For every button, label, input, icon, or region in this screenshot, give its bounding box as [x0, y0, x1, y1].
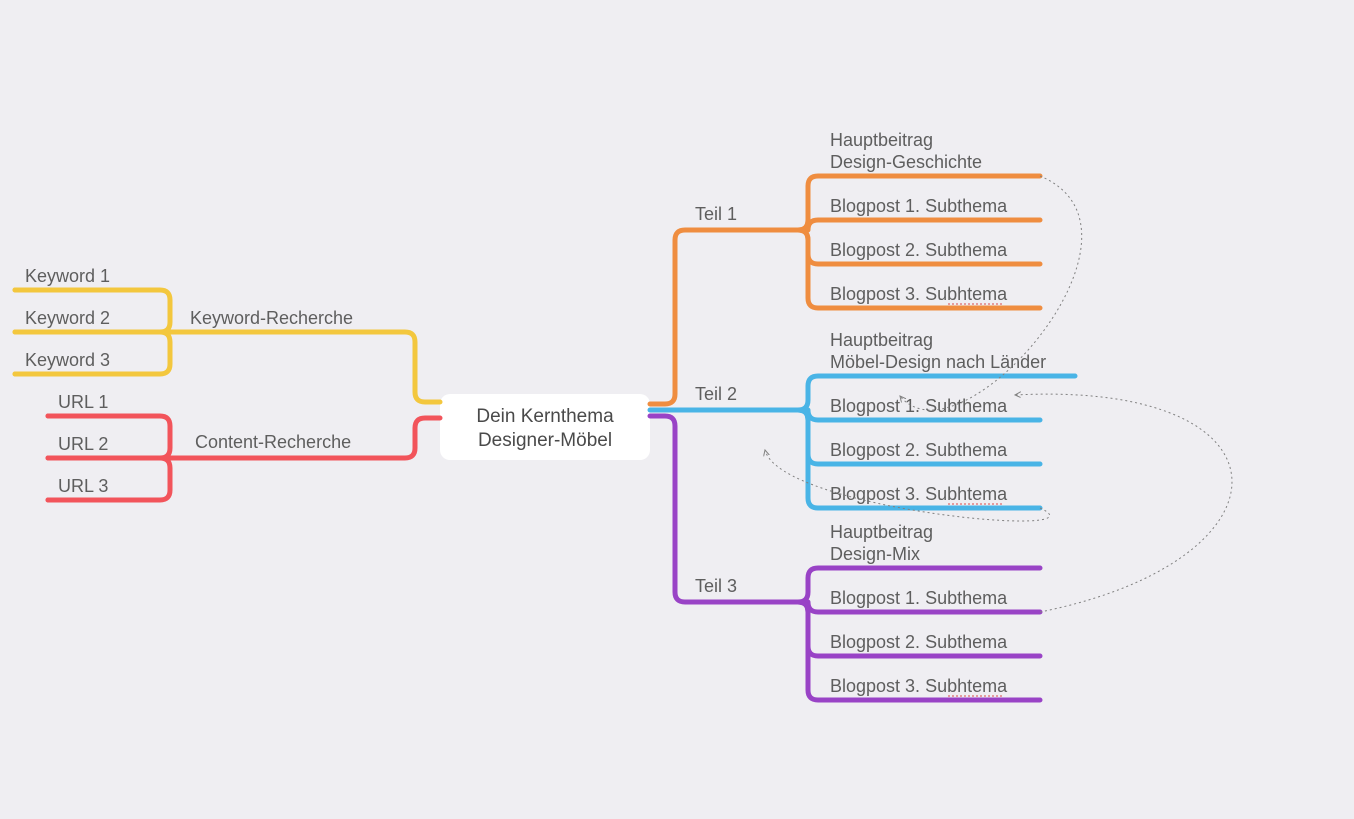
right-branch-2-leaf-0-line-1[interactable]: Design-Mix [830, 544, 920, 564]
left-branch-1-leaf-0[interactable]: URL 1 [58, 392, 108, 412]
left-branch-1-label[interactable]: Content-Recherche [195, 432, 351, 452]
right-branch-1-leaf-2[interactable]: Blogpost 2. Subthema [830, 440, 1008, 460]
right-branch-0-leaf-1[interactable]: Blogpost 1. Subthema [830, 196, 1008, 216]
right-branch-1-label[interactable]: Teil 2 [695, 384, 737, 404]
right-branch-0-leaf-0-line-0[interactable]: Hauptbeitrag [830, 130, 933, 150]
right-branch-0-leaf-0-line-1[interactable]: Design-Geschichte [830, 152, 982, 172]
right-branch-0-label[interactable]: Teil 1 [695, 204, 737, 224]
right-branch-2-leaf-0-line-0[interactable]: Hauptbeitrag [830, 522, 933, 542]
left-branch-0-leaf-1[interactable]: Keyword 2 [25, 308, 110, 328]
center-title-line2: Designer-Möbel [478, 430, 612, 451]
right-branch-1-leaf-0-line-1[interactable]: Möbel-Design nach Länder [830, 352, 1046, 372]
left-branch-0-label[interactable]: Keyword-Recherche [190, 308, 353, 328]
right-branch-2-label[interactable]: Teil 3 [695, 576, 737, 596]
right-branch-1-leaf-0-line-0[interactable]: Hauptbeitrag [830, 330, 933, 350]
left-branch-1-leaf-1[interactable]: URL 2 [58, 434, 108, 454]
left-branch-0-leaf-2[interactable]: Keyword 3 [25, 350, 110, 370]
left-branch-0-leaf-0[interactable]: Keyword 1 [25, 266, 110, 286]
mindmap-canvas: Dein Kernthema Designer-Möbel Keyword-Rech… [0, 0, 1354, 819]
right-branch-0-leaf-2[interactable]: Blogpost 2. Subthema [830, 240, 1008, 260]
right-branch-0-leaf-3[interactable]: Blogpost 3. Subhtema [830, 284, 1008, 304]
right-branch-1-leaf-1[interactable]: Blogpost 1. Subthema [830, 396, 1008, 416]
cross-link-arrow-1 [1015, 394, 1232, 612]
left-branch-1-leaf-2[interactable]: URL 3 [58, 476, 108, 496]
center-title-line1: Dein Kernthema [476, 406, 614, 427]
right-branch-2-leaf-2[interactable]: Blogpost 2. Subthema [830, 632, 1008, 652]
right-branch-2-leaf-3[interactable]: Blogpost 3. Subhtema [830, 676, 1008, 696]
right-branch-1-leaf-3[interactable]: Blogpost 3. Subhtema [830, 484, 1008, 504]
right-branch-2-leaf-1[interactable]: Blogpost 1. Subthema [830, 588, 1008, 608]
